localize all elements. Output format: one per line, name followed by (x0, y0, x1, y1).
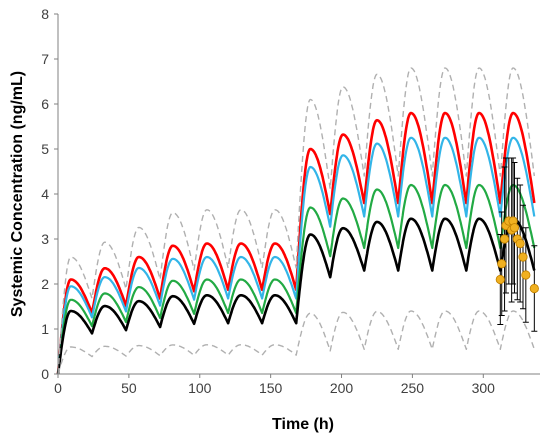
observed-point (515, 238, 525, 249)
observed-point (495, 274, 505, 285)
x-tick-label: 50 (121, 380, 137, 396)
y-tick-label: 6 (41, 96, 49, 112)
observed-layer (495, 157, 539, 332)
x-tick-label: 250 (401, 380, 425, 396)
y-tick-label: 4 (41, 186, 49, 202)
y-tick-label: 1 (41, 321, 49, 337)
series-line-5 (57, 310, 535, 375)
y-tick-label: 3 (41, 231, 49, 247)
series-line-1 (56, 136, 536, 375)
series-layer (56, 67, 536, 375)
observed-point (529, 283, 539, 294)
observed-point (509, 223, 520, 233)
observed-point (499, 234, 510, 244)
observed-point (521, 270, 531, 280)
x-tick-label: 100 (188, 380, 212, 396)
series-line-3 (56, 217, 536, 375)
observed-point (518, 252, 528, 262)
y-tick-label: 0 (41, 366, 49, 382)
x-tick-label: 150 (259, 380, 283, 396)
x-axis-title: Time (h) (272, 416, 334, 433)
y-tick-label: 7 (41, 51, 49, 67)
axes-layer: 0 1 2 3 4 5 6 7 8 0 50 100 150 200 250 300 (41, 6, 540, 396)
series-line-4 (57, 67, 535, 375)
series-line-0 (56, 111, 536, 375)
y-tick-label: 8 (41, 6, 49, 22)
observed-point (497, 259, 507, 269)
y-axis-title: Systemic Concentration (ng/mL) (9, 71, 26, 317)
x-tick-label: 200 (330, 380, 354, 396)
y-tick-label: 2 (41, 276, 49, 292)
x-tick-label: 0 (54, 380, 62, 396)
y-tick-label: 5 (41, 141, 49, 157)
x-tick-label: 300 (472, 380, 496, 396)
